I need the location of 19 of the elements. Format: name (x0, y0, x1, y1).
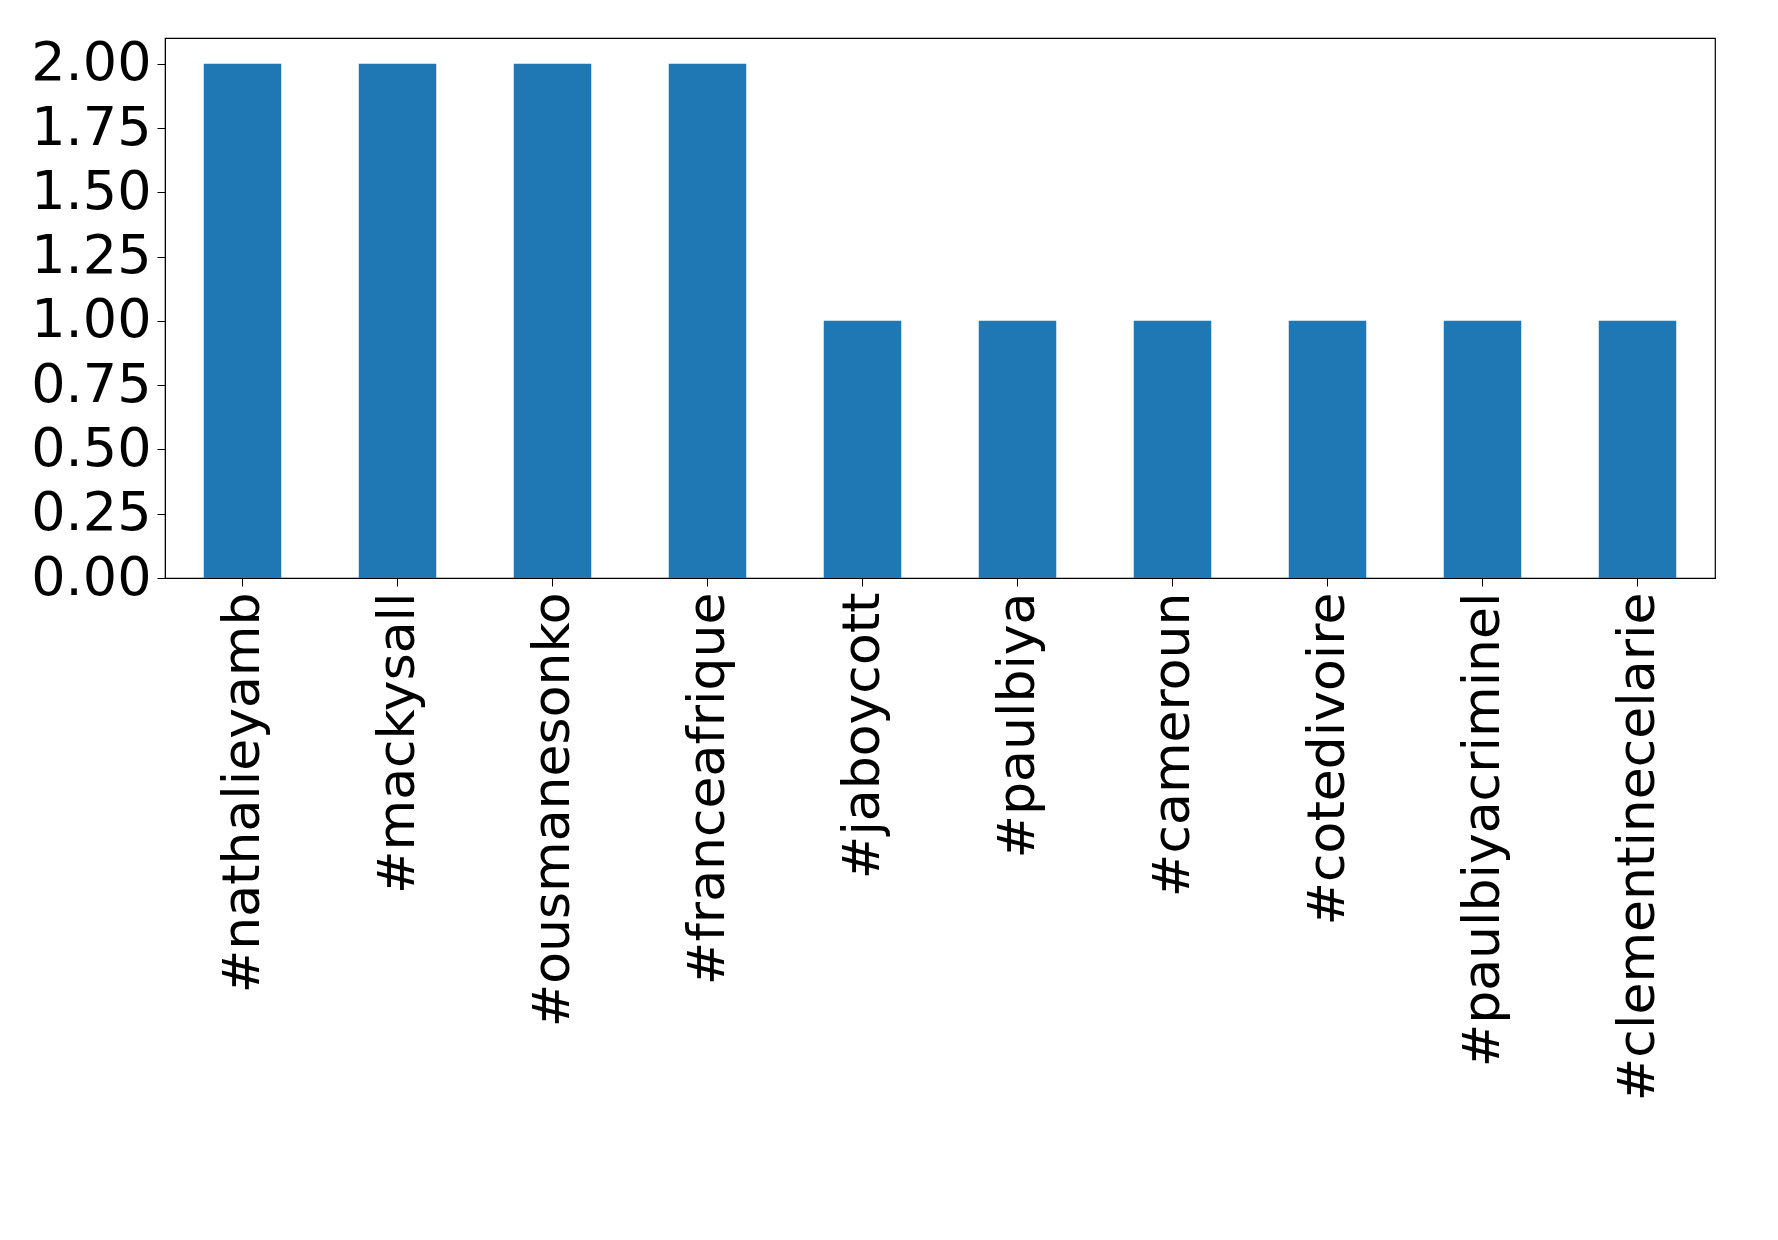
x-tick-label: #paulbiyacriminel (1450, 592, 1511, 1068)
y-tick-label: 2.00 (31, 30, 152, 94)
y-tick-label: 1.75 (31, 94, 152, 158)
y-tick-label: 1.00 (31, 287, 152, 351)
x-tick-label: #clementinecelarie (1605, 592, 1666, 1102)
x-tick-label: #nathalieyamb (210, 592, 271, 994)
x-tick-label: #mackysall (365, 592, 426, 895)
x-tick-label: #jaboycott (830, 592, 891, 880)
y-tick-label: 1.25 (31, 223, 152, 287)
x-tick-label: #cotedivoire (1295, 592, 1356, 926)
y-tick-label: 0.00 (31, 544, 152, 608)
x-tick-label: #ousmanesonko (520, 592, 581, 1028)
x-tick-label: #franceafrique (675, 592, 736, 986)
x-tick-label: #paulbiya (985, 592, 1046, 859)
x-tick-label: #cameroun (1140, 592, 1201, 898)
y-tick-label: 0.75 (31, 351, 152, 415)
y-tick-label: 0.25 (31, 480, 152, 544)
y-tick-label: 0.50 (31, 415, 152, 479)
y-tick-label: 1.50 (31, 158, 152, 222)
